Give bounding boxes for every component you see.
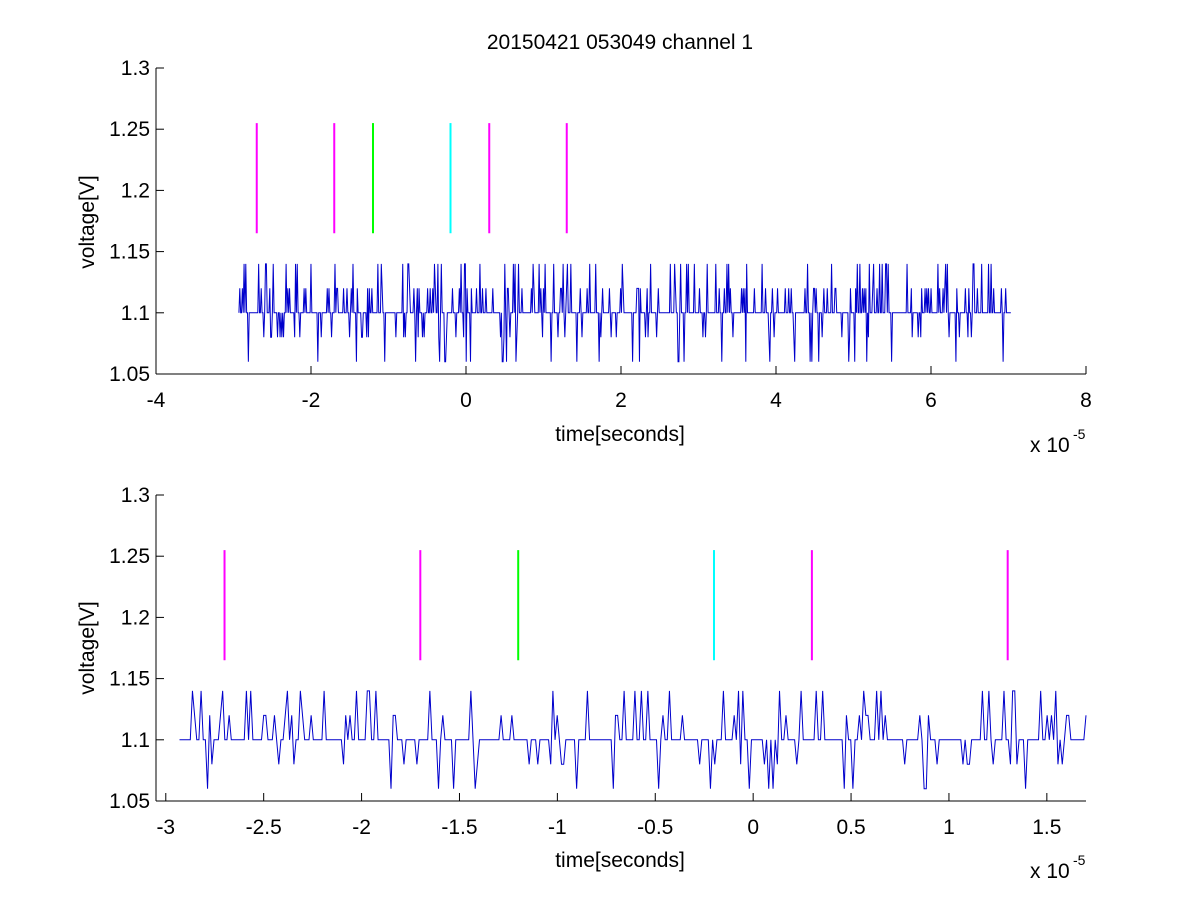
x-tick-label: 0 [747,816,759,839]
top-plot-panel: 20150421 053049 channel 1 1.05 1.1 1.15 1.2… [76,31,1092,457]
x-tick-label: -4 [147,389,166,412]
y-tick-label: 1.2 [121,179,150,202]
x-tick-label: 0.5 [836,816,865,839]
bottom-plot-area: 1.05 1.1 1.15 1.2 1.25 1.3 -3 -2.5 -2 -1.5 -1 -0.5 0… [109,484,1087,839]
bottom-x-exponent-label: x 10 [1030,860,1070,883]
y-tick-label: 1.3 [121,57,150,80]
x-tick-label: -2 [352,816,371,839]
y-tick-label: 1.25 [109,545,150,568]
x-tick-label: 1.5 [1032,816,1061,839]
y-tick-label: 1.05 [109,790,150,813]
y-tick-label: 1.05 [109,363,150,386]
bottom-y-axis-label: voltage[V] [76,601,99,694]
top-x-exponent-label: x 10 [1030,434,1070,457]
x-tick-label: -1 [548,816,567,839]
top-x-axis-label: time[seconds] [555,423,685,446]
x-tick-label: 0 [460,389,472,412]
y-tick-label: 1.3 [121,484,150,507]
signal-series [238,263,1011,363]
bottom-x-exponent-value: -5 [1073,852,1086,868]
x-tick-label: 6 [925,389,937,412]
y-tick-label: 1.15 [109,668,150,691]
x-tick-label: -0.5 [637,816,673,839]
top-x-exponent-value: -5 [1073,426,1086,442]
bottom-x-axis-label: time[seconds] [555,849,685,872]
x-tick-label: 1 [943,816,955,839]
x-tick-label: -3 [156,816,175,839]
y-tick-label: 1.1 [121,729,150,752]
y-tick-label: 1.25 [109,118,150,141]
x-tick-label: 2 [615,389,627,412]
x-tick-label: -2.5 [246,816,282,839]
x-tick-label: 4 [770,389,782,412]
y-tick-label: 1.1 [121,302,150,325]
x-tick-label: 8 [1080,389,1092,412]
signal-series [179,690,1087,790]
bottom-plot-panel: 1.05 1.1 1.15 1.2 1.25 1.3 -3 -2.5 -2 -1.5 -1 -0.5 0… [76,484,1087,883]
y-tick-label: 1.15 [109,241,150,264]
top-plot-area: 1.05 1.1 1.15 1.2 1.25 1.3 -4 -2 0 2 4 6 8 [109,57,1092,412]
y-tick-label: 1.2 [121,606,150,629]
top-y-axis-label: voltage[V] [76,175,99,268]
x-tick-label: -2 [302,389,321,412]
x-tick-label: -1.5 [441,816,477,839]
chart-title: 20150421 053049 channel 1 [487,31,753,54]
